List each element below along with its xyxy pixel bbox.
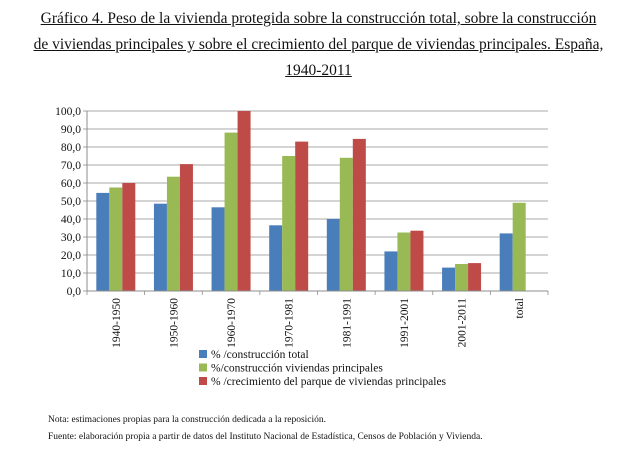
x-tick-label: total [514,298,526,318]
legend-swatch-3 [199,377,207,385]
bar-1960-1970-series-1 [211,207,225,291]
note-text: Nota: estimaciones propias para la const… [48,415,327,425]
title-line-3: 1940-2011 [285,62,352,79]
bar-1970-1981-series-1 [269,225,283,291]
y-tick-labels: 0,0 10,0 20,0 30,0 40,0 50,0 60,0 70,0 80,0 90,0 1… [55,106,81,298]
x-tick-label: 1940-1950 [111,298,123,348]
bars [96,111,526,291]
x-tick-label: 1981-1991 [341,298,353,348]
bar-1960-1970-series-2 [224,132,238,291]
x-tick-labels: 1940-1950 1950-1960 1960-1970 1970-1981 1981… [111,298,526,348]
legend: % /construcción total %/construcción vivi… [199,349,447,388]
bar-1981-1991-series-1 [326,219,340,291]
bar-1940-1950-series-1 [96,192,110,291]
x-tick-label: 2001-2011 [457,298,469,348]
legend-swatch-2 [199,363,207,372]
x-tick-label: 1970-1981 [284,298,296,348]
y-tick-label: 100,0 [55,106,81,118]
y-tick-label: 60,0 [61,178,81,190]
bar-total-series-2 [512,202,526,291]
title-line-2: de viviendas principales y sobre el crec… [33,36,604,53]
bar-1940-1950-series-2 [109,187,123,291]
x-tick-label: 1950-1960 [168,298,180,348]
y-tick-label: 20,0 [61,250,81,262]
bar-1991-2001-series-2 [397,232,411,291]
bar-2001-2011-series-1 [442,267,456,291]
notes: Nota: estimaciones propias para la const… [48,412,483,446]
bar-1950-1960-series-3 [179,164,193,291]
bar-1940-1950-series-3 [122,183,136,291]
y-tick-label: 80,0 [61,142,81,154]
bar-total-series-1 [499,233,513,291]
bar-1950-1960-series-1 [153,203,167,291]
title-line-1: Gráfico 4. Peso de la vivienda protegida… [40,10,597,27]
y-tick-label: 70,0 [61,160,81,172]
y-tick-label: 90,0 [61,124,81,136]
legend-label-1: % /construcción total [211,349,309,361]
bar-1970-1981-series-2 [282,156,296,291]
source-text: Fuente: elaboración propia a partir de d… [48,432,483,442]
legend-label-2: %/construcción viviendas principales [211,363,383,375]
bar-1970-1981-series-3 [295,141,309,291]
bar-1991-2001-series-3 [410,230,424,291]
x-tick-label: 1960-1970 [226,298,238,348]
bar-1981-1991-series-3 [352,138,366,291]
y-tick-label: 0,0 [67,286,82,298]
bar-1950-1960-series-2 [166,176,180,291]
legend-label-3: % /crecimiento del parque de viviendas p… [211,376,447,388]
x-tick-label: 1991-2001 [399,298,411,348]
bar-1960-1970-series-3 [237,111,251,291]
chart-title: Gráfico 4. Peso de la vivienda protegida… [8,6,629,84]
y-tick-label: 40,0 [61,214,81,226]
y-tick-label: 30,0 [61,232,81,244]
legend-swatch-1 [199,350,207,358]
bar-1991-2001-series-1 [384,251,398,291]
bar-1981-1991-series-2 [339,157,353,291]
bar-2001-2011-series-3 [468,263,482,291]
y-tick-label: 50,0 [61,196,81,208]
axes [86,111,549,295]
y-tick-label: 10,0 [61,268,81,280]
bar-2001-2011-series-2 [455,264,469,291]
